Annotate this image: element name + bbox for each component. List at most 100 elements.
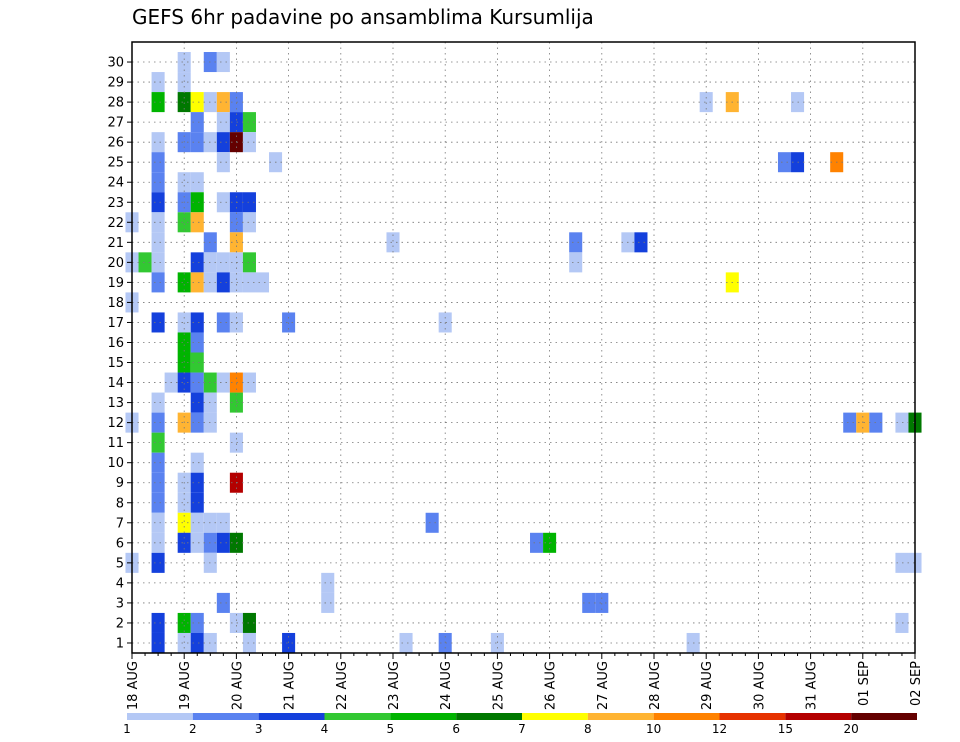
y-tick-label: 11 [107,436,124,451]
x-tick-label: 18 AUG [126,661,141,710]
heatmap-cell [151,132,165,153]
heatmap-cell [569,232,583,253]
legend-label: 8 [584,722,592,736]
heatmap-cell [151,212,165,233]
heatmap-cell [190,332,204,353]
x-tick-label: 27 AUG [596,661,611,710]
y-tick-label: 10 [107,456,124,471]
heatmap-cell [399,632,413,653]
legend-label: 1 [123,722,131,736]
y-tick-label: 17 [107,316,124,331]
y-tick-label: 4 [116,576,124,591]
heatmap-cell [177,172,191,193]
heatmap-cell [895,552,909,573]
heatmap-cell [151,172,165,193]
heatmap-cell [216,532,230,553]
y-tick-label: 7 [116,516,124,531]
y-tick-label: 30 [107,56,124,71]
heatmap-cell [242,632,256,653]
heatmap-cell [177,72,191,93]
heatmap-cell [151,152,165,173]
heatmap-cell [895,412,909,433]
legend-label: 6 [452,722,460,736]
y-tick-label: 15 [107,356,124,371]
heatmap-cell [138,252,152,273]
heatmap-cell [282,312,296,333]
y-tick-label: 1 [116,636,124,651]
heatmap-cell [177,312,191,333]
heatmap-cell [216,592,230,613]
y-tick-label: 8 [116,496,124,511]
heatmap-cell [229,232,243,253]
legend-swatch [653,713,720,720]
x-tick-label: 20 AUG [230,661,245,710]
heatmap-cell [151,492,165,513]
heatmap-cell [242,252,256,273]
heatmap-cell [321,572,335,593]
heatmap-cell [151,412,165,433]
y-tick-label: 18 [107,296,124,311]
heatmap-cell [190,612,204,633]
heatmap-cell [190,372,204,393]
x-tick-label: 26 AUG [544,661,559,710]
heatmap-cell [177,372,191,393]
legend-label: 15 [778,722,793,736]
legend-swatch [785,713,852,720]
legend-swatch [522,713,588,720]
heatmap-cell [634,232,648,253]
heatmap-cell [151,272,165,293]
x-tick-label: 29 AUG [700,661,715,710]
y-tick-label: 2 [116,616,124,631]
legend-swatch [719,713,786,720]
heatmap-cell [190,352,204,373]
heatmap-cell [229,272,243,293]
legend-swatch [258,713,325,720]
y-tick-label: 21 [107,236,124,251]
heatmap-cell [229,112,243,133]
legend: 1 2 3 4 5 6 7 8 10 12 15 20 [123,713,917,736]
chart-title: GEFS 6hr padavine po ansamblima Kursumli… [132,5,594,29]
heatmap-cell [386,232,400,253]
x-tick-label: 24 AUG [439,661,454,710]
legend-label: 4 [321,722,329,736]
heatmap-cell [242,612,256,633]
heatmap-cell [595,592,609,613]
heatmap-cell [216,152,230,173]
heatmap-cell [242,372,256,393]
heatmap-cell [438,312,452,333]
heatmap-cell [177,352,191,373]
heatmap-cell [190,212,204,233]
heatmap-cell [190,192,204,213]
heatmap-cell [190,132,204,153]
heatmap-cell [190,472,204,493]
heatmap-cell [190,252,204,273]
heatmap-cell [190,92,204,113]
heatmap-cell [190,392,204,413]
heatmap-cell [242,132,256,153]
heatmap-cell [530,532,544,553]
y-axis: 1234567891011121314151617181920212223242… [107,56,132,651]
y-tick-label: 20 [107,256,124,271]
y-tick-label: 25 [107,156,124,171]
heatmap-cell [229,312,243,333]
heatmap-cell [151,472,165,493]
legend-swatch [390,713,457,720]
heatmap-cell [216,192,230,213]
legend-swatch [587,713,654,720]
heatmap-cell [151,512,165,533]
grid [131,42,916,653]
heatmap-cell [216,252,230,273]
heatmap-cell [242,192,256,213]
legend-label: 5 [387,722,395,736]
x-axis: 18 AUG 19 AUG 20 AUG 21 AUG 22 AUG 23 AUG 24 A… [126,653,924,710]
x-tick-label: 19 AUG [178,661,193,710]
heatmap-cell [151,312,165,333]
x-tick-label: 31 AUG [805,661,820,710]
legend-swatch [324,713,391,720]
heatmap-cell [177,92,191,113]
heatmap-cell [216,512,230,533]
y-tick-label: 9 [116,476,124,491]
heatmap-cell [229,372,243,393]
x-tick-label: 28 AUG [648,661,663,710]
